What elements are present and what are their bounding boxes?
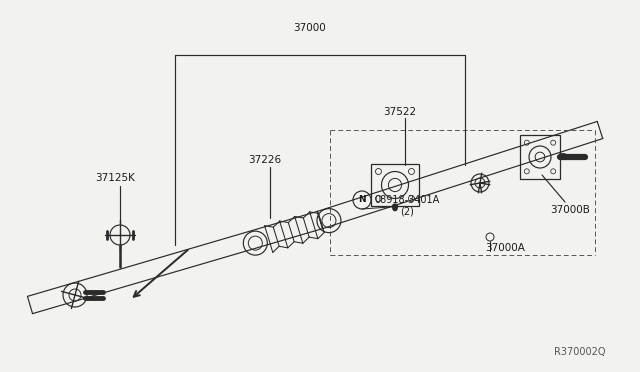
Circle shape bbox=[392, 204, 397, 209]
Circle shape bbox=[393, 206, 397, 211]
Text: (2): (2) bbox=[400, 206, 414, 216]
Text: N: N bbox=[358, 196, 366, 205]
Text: 08918-3401A: 08918-3401A bbox=[374, 195, 440, 205]
Text: R370002Q: R370002Q bbox=[554, 347, 605, 357]
Text: 37000: 37000 bbox=[294, 23, 326, 33]
Text: 37522: 37522 bbox=[383, 107, 417, 117]
Text: 37125K: 37125K bbox=[95, 173, 135, 183]
Text: 37000B: 37000B bbox=[550, 205, 590, 215]
Text: 37226: 37226 bbox=[248, 155, 282, 165]
Text: 37000A: 37000A bbox=[485, 243, 525, 253]
